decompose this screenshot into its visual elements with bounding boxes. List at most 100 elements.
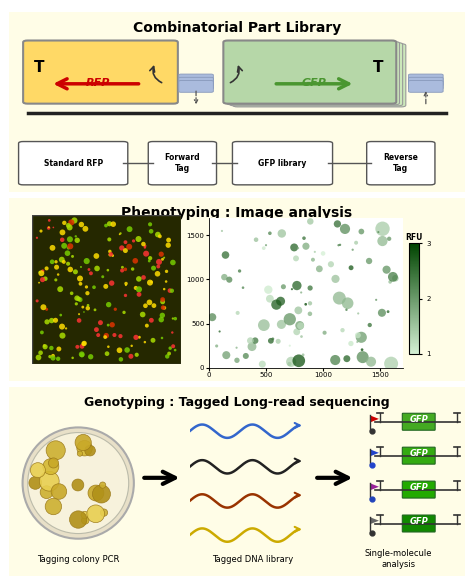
Point <box>165 349 173 358</box>
Point <box>148 277 155 286</box>
Point <box>78 220 85 229</box>
Point <box>83 257 91 266</box>
Text: GFP: GFP <box>410 517 428 526</box>
Point <box>293 281 301 290</box>
Point <box>164 352 171 361</box>
Point <box>267 336 274 346</box>
FancyBboxPatch shape <box>179 80 213 93</box>
Point <box>104 265 112 275</box>
Point <box>158 333 166 343</box>
Point <box>102 221 110 230</box>
Point <box>142 301 149 310</box>
Point <box>213 341 220 350</box>
Point <box>67 218 75 227</box>
Point <box>147 226 155 236</box>
Point <box>258 360 266 369</box>
Point <box>55 270 62 279</box>
Point <box>347 339 355 348</box>
Point <box>321 328 328 338</box>
Point <box>286 359 293 368</box>
Point <box>311 247 319 257</box>
Point <box>73 236 81 245</box>
Point <box>64 243 72 253</box>
Circle shape <box>92 485 110 503</box>
Point <box>136 332 143 342</box>
Point <box>159 255 166 264</box>
Point <box>66 242 74 251</box>
FancyBboxPatch shape <box>409 80 443 93</box>
Point <box>374 228 382 237</box>
Point <box>116 230 123 239</box>
Point <box>347 263 355 272</box>
Point <box>106 250 114 260</box>
Point <box>156 232 164 241</box>
Point <box>69 353 76 363</box>
Point <box>49 351 57 360</box>
Point <box>117 229 124 238</box>
Point <box>122 246 129 255</box>
Point <box>357 333 365 342</box>
Point <box>52 257 60 267</box>
FancyBboxPatch shape <box>232 141 333 185</box>
Point <box>52 275 60 285</box>
Text: GFP library: GFP library <box>258 159 307 168</box>
Point <box>102 331 110 340</box>
FancyBboxPatch shape <box>0 10 474 194</box>
Point <box>131 256 139 265</box>
FancyBboxPatch shape <box>23 41 178 104</box>
Point <box>118 243 126 253</box>
Point <box>159 303 167 313</box>
Point <box>110 331 118 340</box>
Point <box>262 240 270 250</box>
Point <box>352 238 360 247</box>
Point <box>59 331 66 340</box>
Point <box>105 300 112 309</box>
Point <box>373 295 380 304</box>
FancyBboxPatch shape <box>367 141 435 185</box>
Point <box>55 354 62 363</box>
Point <box>150 264 157 273</box>
Point <box>135 235 142 244</box>
Point <box>48 257 56 267</box>
Point <box>80 307 88 317</box>
Point <box>40 303 47 312</box>
Point <box>246 336 254 345</box>
Point <box>306 299 314 308</box>
Point <box>277 297 284 306</box>
Point <box>354 338 361 347</box>
FancyBboxPatch shape <box>233 44 406 107</box>
Point <box>389 272 397 282</box>
Point <box>379 236 386 246</box>
Point <box>141 243 149 252</box>
Text: Single-molecule
analysis: Single-molecule analysis <box>365 549 432 569</box>
Point <box>135 274 143 283</box>
Point <box>56 285 64 294</box>
Point <box>273 300 280 309</box>
Point <box>49 353 57 363</box>
Point <box>41 342 49 352</box>
Point <box>149 336 157 345</box>
Text: Tagged DNA library: Tagged DNA library <box>212 555 293 563</box>
Point <box>93 264 101 273</box>
Point <box>87 269 95 278</box>
Point <box>130 236 137 246</box>
Point <box>142 249 150 258</box>
Point <box>37 348 45 357</box>
Point <box>307 217 314 226</box>
Point <box>50 223 57 232</box>
Point <box>264 285 272 294</box>
Point <box>122 237 129 247</box>
Point <box>129 264 137 274</box>
Point <box>78 342 86 351</box>
FancyBboxPatch shape <box>148 141 217 185</box>
Point <box>274 336 282 346</box>
Point <box>75 310 83 319</box>
Point <box>278 229 286 238</box>
Point <box>71 216 78 225</box>
FancyBboxPatch shape <box>227 41 400 105</box>
Point <box>99 272 107 281</box>
Point <box>42 274 49 283</box>
Point <box>359 353 366 362</box>
Point <box>62 324 70 333</box>
Point <box>327 260 335 269</box>
